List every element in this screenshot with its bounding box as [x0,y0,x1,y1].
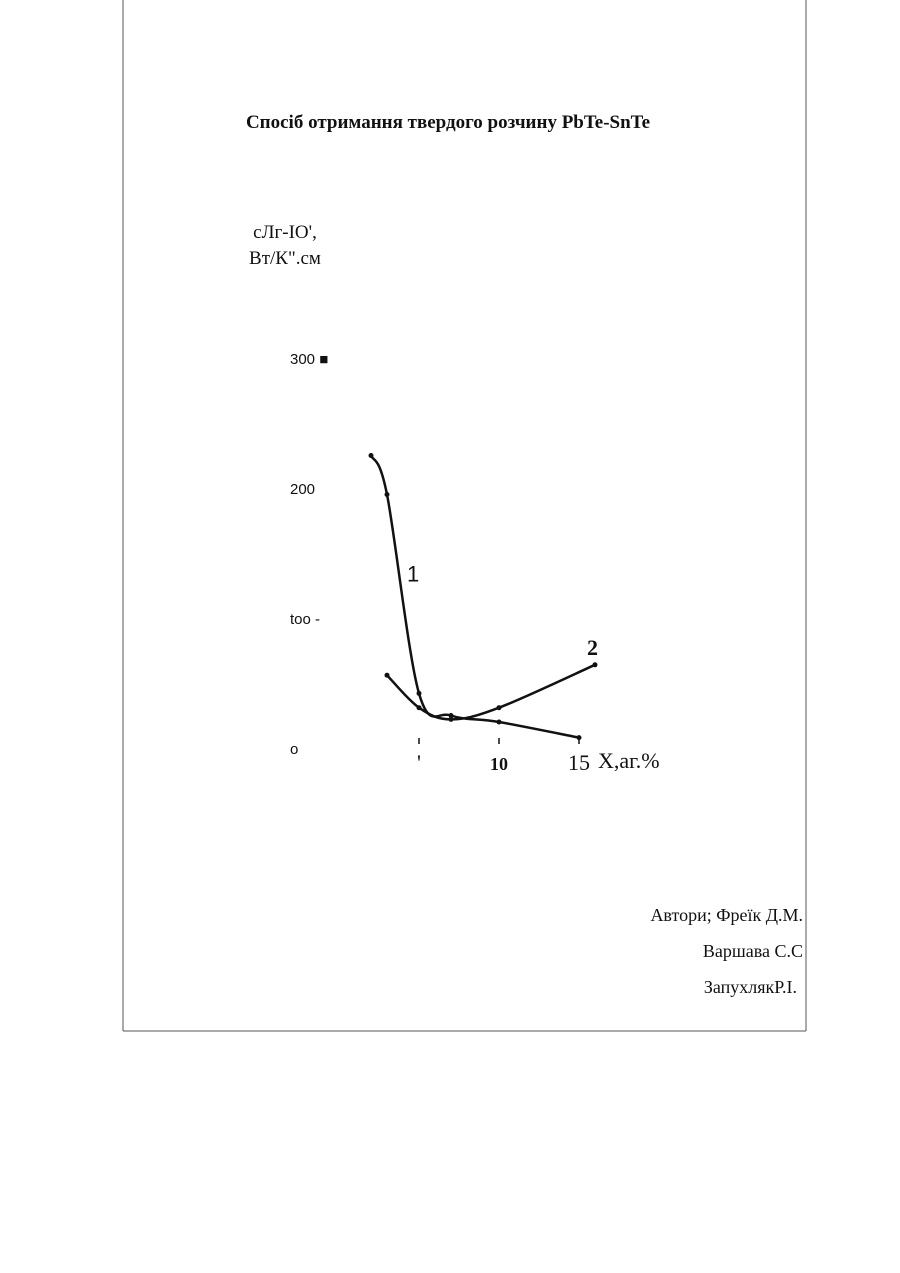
y-label: Вт/К".см [249,248,321,269]
data-point [593,662,598,667]
author: ЗапухлякР.І. [704,977,797,997]
author: Автори; Фреїк Д.М. [650,905,803,925]
y-tick-label: too - [290,611,320,628]
data-point [497,705,502,710]
curve [371,456,579,738]
data-point [385,673,390,678]
title: Спосіб отримання твердого розчину PbTe-S… [246,112,650,133]
document: Спосіб отримання твердого розчину PbTe-S… [0,0,900,1273]
x-tick-label: ' [417,750,421,775]
author: Варшава С.С [703,941,803,961]
y-tick-label: o [290,741,298,758]
data-point [417,705,422,710]
data-point [497,720,502,725]
chart: o too - 200 300 ■ ' 10 15 X,аг.% 1 2 [290,351,660,775]
data-point [369,453,374,458]
data-point [449,717,454,722]
y-label: сЛг-IO', [253,222,317,243]
data-point [385,492,390,497]
curve-label: 1 [407,561,419,586]
x-tick-label: 15 [568,750,590,775]
x-label: X,аг.% [598,748,660,773]
y-tick-label: 300 ■ [290,351,328,368]
x-tick-label: 10 [490,754,508,774]
y-tick-label: 200 [290,481,315,498]
data-point [577,735,582,740]
data-point [417,691,422,696]
curve-label: 2 [587,635,598,660]
page: Спосіб отримання твердого розчину PbTe-S… [0,0,900,1273]
